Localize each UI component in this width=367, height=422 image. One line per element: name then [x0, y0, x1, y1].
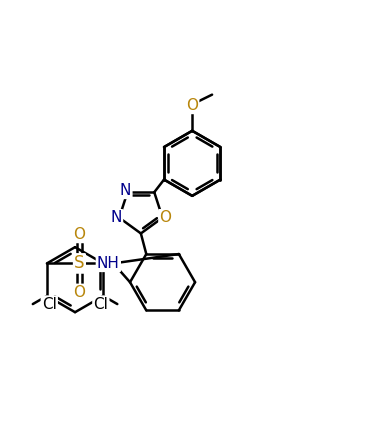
Text: NH: NH [97, 256, 120, 271]
Text: N: N [110, 210, 122, 225]
Text: O: O [73, 227, 86, 242]
Text: N: N [120, 183, 131, 198]
Text: S: S [74, 254, 85, 273]
Text: Cl: Cl [42, 297, 57, 311]
Text: O: O [186, 98, 198, 113]
Text: O: O [159, 210, 171, 225]
Text: O: O [73, 285, 86, 300]
Text: Cl: Cl [94, 297, 108, 311]
